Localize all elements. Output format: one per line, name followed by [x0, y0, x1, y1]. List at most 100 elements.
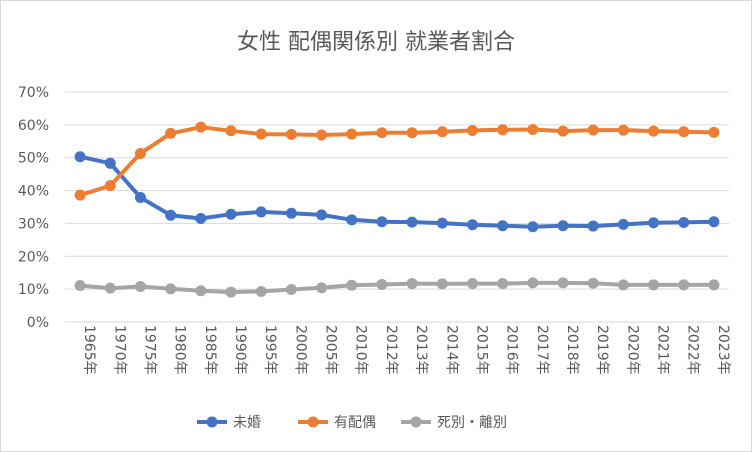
x-tick-label: 1970年 [111, 325, 127, 375]
x-tick-label: 2019年 [594, 325, 610, 375]
data-point [406, 216, 418, 228]
y-tick-label: 60% [18, 118, 49, 134]
data-point [617, 124, 629, 136]
data-point [436, 278, 448, 290]
series-line [78, 280, 716, 295]
legend-item: 死別・離別 [401, 414, 507, 431]
data-point [708, 126, 720, 138]
x-tick-label: 2020年 [624, 325, 640, 375]
legend-swatch-marker [307, 416, 319, 428]
data-point [134, 281, 146, 293]
data-point [255, 285, 267, 297]
data-point [74, 151, 86, 163]
data-point [225, 208, 237, 220]
x-tick-label: 2010年 [353, 325, 369, 375]
data-point [165, 127, 177, 139]
data-point [406, 278, 418, 290]
series-line [78, 154, 716, 229]
x-tick-label: 2015年 [473, 325, 489, 375]
y-tick-label: 0% [27, 315, 49, 331]
x-tick-label: 1995年 [262, 325, 278, 375]
x-tick-label: 2014年 [443, 325, 459, 375]
data-point [285, 207, 297, 219]
data-point [195, 121, 207, 133]
data-point [346, 128, 358, 140]
y-tick-label: 10% [18, 282, 49, 298]
data-point [557, 220, 569, 232]
data-point [617, 279, 629, 291]
data-point [225, 286, 237, 298]
x-tick-label: 2012年 [383, 325, 399, 375]
x-tick-label: 2000年 [292, 325, 308, 375]
data-point [587, 277, 599, 289]
data-point [134, 147, 146, 159]
legend-label: 有配偶 [334, 415, 376, 431]
data-point [678, 279, 690, 291]
x-tick-label: 2021年 [655, 325, 671, 375]
data-point [165, 283, 177, 295]
data-point [255, 128, 267, 140]
series-3 [74, 277, 720, 298]
data-point [406, 127, 418, 139]
legend-label: 死別・離別 [437, 414, 507, 431]
data-point [225, 125, 237, 137]
series-lines [74, 121, 720, 298]
x-axis-tick-labels: 1965年 1970年 1975年 1980年 1985年 1990年 1995年 2000年… [81, 325, 731, 375]
data-point [678, 216, 690, 228]
legend-label: 未婚 [233, 415, 261, 431]
y-tick-label: 70% [18, 85, 49, 101]
x-tick-label: 1975年 [141, 325, 157, 375]
data-point [316, 129, 328, 141]
data-point [466, 278, 478, 290]
data-point [617, 218, 629, 230]
data-point [527, 123, 539, 135]
data-point [195, 285, 207, 297]
data-point [104, 157, 116, 169]
series-line [78, 125, 716, 198]
legend: 未婚 有配偶 死別・離別 [197, 414, 507, 431]
x-tick-label: 2023年 [715, 325, 731, 375]
data-point [527, 277, 539, 289]
x-tick-label: 2018年 [564, 325, 580, 375]
data-point [285, 128, 297, 140]
data-point [587, 220, 599, 232]
data-point [497, 124, 509, 136]
data-point [316, 282, 328, 294]
data-point [527, 221, 539, 233]
y-tick-label: 30% [18, 216, 49, 232]
y-tick-label: 40% [18, 184, 49, 200]
x-tick-label: 1990年 [232, 325, 248, 375]
x-tick-label: 2022年 [685, 325, 701, 375]
data-point [436, 126, 448, 138]
data-point [134, 191, 146, 203]
data-point [195, 213, 207, 224]
data-point [497, 278, 509, 290]
data-point [678, 126, 690, 138]
data-point [436, 217, 448, 229]
data-point [376, 279, 388, 291]
data-point [648, 125, 660, 137]
legend-swatch-marker [206, 416, 218, 428]
legend-item: 有配偶 [298, 415, 376, 431]
x-tick-label: 1985年 [202, 325, 218, 375]
data-point [708, 279, 720, 291]
data-point [346, 214, 358, 226]
data-point [557, 125, 569, 137]
data-point [74, 280, 86, 292]
data-point [74, 189, 86, 201]
data-point [165, 209, 177, 221]
x-tick-label: 1965年 [81, 325, 97, 375]
data-point [466, 124, 478, 136]
data-point [255, 206, 267, 218]
y-tick-label: 50% [18, 151, 49, 167]
data-point [648, 279, 660, 291]
data-point [346, 279, 358, 291]
x-tick-label: 2016年 [504, 325, 520, 375]
series-1 [74, 151, 720, 233]
data-point [285, 283, 297, 295]
data-point [708, 216, 720, 228]
data-point [376, 127, 388, 139]
data-point [104, 180, 116, 192]
y-axis-tick-labels: 0% 10% 20% 30% 40% 50% 60% 70% [18, 85, 49, 331]
